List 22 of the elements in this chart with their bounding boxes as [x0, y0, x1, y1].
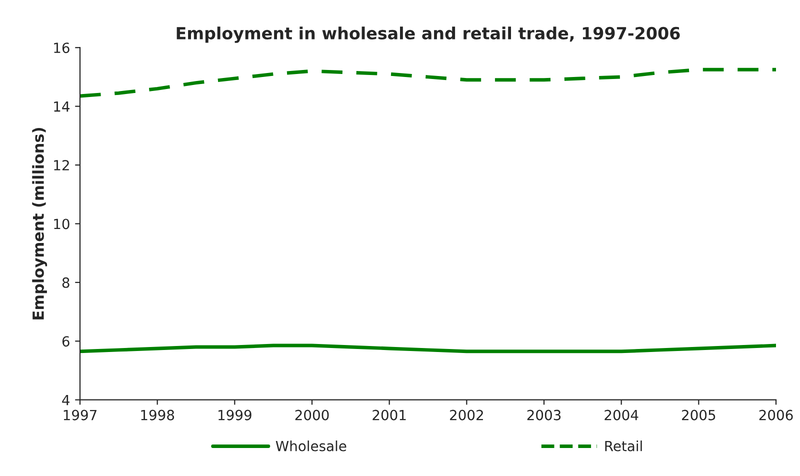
y-tick-label: 14 [54, 101, 70, 112]
y-axis-title: Employment (millions) [32, 128, 48, 320]
x-tick-label: 2000 [295, 410, 329, 420]
x-tick-label: 2004 [604, 410, 638, 420]
x-tick-label: 1998 [141, 410, 174, 420]
x-tick-label: 1999 [218, 410, 252, 420]
y-tick-label: 4 [62, 394, 70, 406]
legend-label: Wholesale [276, 440, 346, 452]
x-tick-label: 2001 [372, 410, 406, 420]
y-tick-label: 12 [54, 160, 69, 170]
x-tick-label: 2006 [759, 410, 793, 420]
legend-label: Retail [605, 440, 642, 452]
y-tick-label: 8 [62, 277, 70, 288]
line-series [80, 68, 776, 98]
x-tick-label: 2002 [450, 410, 483, 420]
y-tick-label: 6 [62, 336, 70, 347]
x-tick-label: 1997 [64, 410, 96, 420]
y-tick-label: 10 [54, 218, 70, 230]
y-tick-label: 16 [54, 42, 70, 54]
x-tick-label: 2005 [682, 410, 716, 420]
chart-title: Employment in wholesale and retail trade, 1997-2006 [176, 26, 680, 43]
x-tick-label: 2003 [527, 410, 561, 420]
